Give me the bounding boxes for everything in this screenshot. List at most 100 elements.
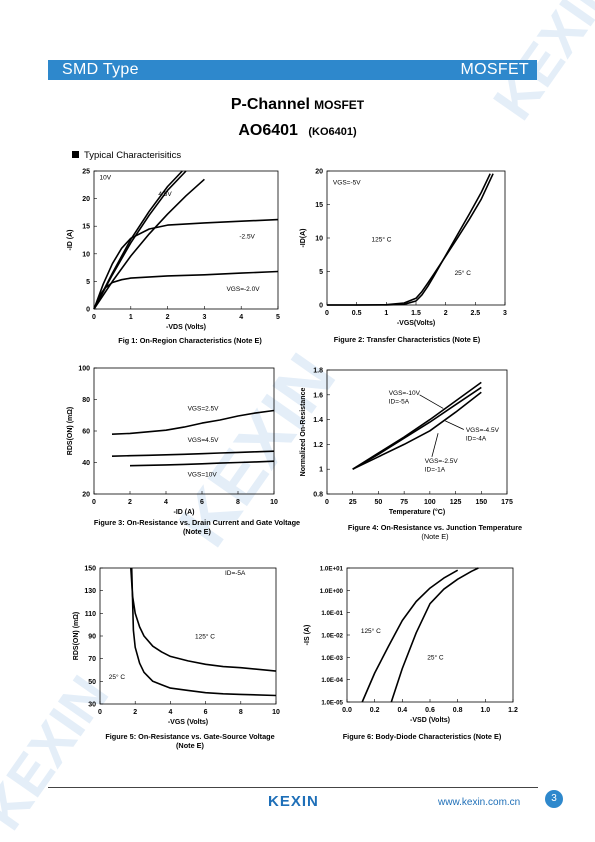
x-tick-label: 1.5: [411, 310, 421, 317]
series-line-1: [93, 170, 183, 310]
caption-fig4-note: (Note E): [421, 532, 449, 541]
caption-fig6: Figure 6: Body-Diode Characteristics (No…: [322, 732, 522, 741]
series-annotation: 25° C: [427, 654, 444, 662]
x-tick-label: 0.8: [453, 707, 463, 714]
y-axis-label: -ID (A): [67, 230, 74, 251]
series-annotation: VGS=-4.5V: [466, 427, 500, 434]
x-axis-label: -ID (A): [174, 509, 195, 516]
y-tick-label: 1.0E-02: [321, 633, 343, 640]
caption-fig4: Figure 4: On-Resistance vs. Junction Tem…: [330, 523, 540, 541]
series-line-3: [93, 218, 279, 310]
annotation-arrow: [445, 420, 464, 430]
x-tick-label: 4: [168, 709, 172, 716]
x-tick-label: 5: [276, 314, 280, 321]
series-line-1: [390, 567, 479, 703]
x-tick-label: 125: [450, 499, 462, 506]
series-annotation: 10V: [100, 174, 112, 181]
plot-frame: [326, 170, 506, 306]
x-tick-label: 10: [272, 709, 280, 716]
x-axis-label: -VDS (Volts): [166, 324, 206, 331]
series-line-0: [130, 567, 277, 672]
x-axis-label: -VSD (Volts): [410, 717, 450, 724]
x-tick-label: 2.5: [470, 310, 480, 317]
y-tick-label: 30: [88, 702, 96, 709]
x-tick-label: 0.0: [342, 707, 352, 714]
series-line-1: [111, 450, 275, 457]
x-axis-label: -VGS (Volts): [168, 719, 208, 726]
y-tick-label: 130: [84, 588, 96, 595]
chart-svg-fig6: 0.0 0.2 0.4 0.6 0.8 1.0 1.2 1.0E-05 1.0E-04 1.0E-…: [304, 566, 518, 725]
series-line-2: [129, 460, 275, 467]
section-title: Typical Characterisitics: [84, 150, 182, 161]
y-tick-label: 1.0E-01: [321, 610, 343, 617]
title-channel: P-Channel: [230, 96, 310, 113]
chart-fig3: 0 2 4 6 8 10 20 40 60 80 100 -ID (A) RDS(ON) (mΩ) VGS…: [60, 362, 300, 527]
series-annotation: ID=-5A: [225, 570, 246, 577]
y-tick-label: 20: [82, 196, 90, 203]
y-tick-label: 10: [82, 251, 90, 258]
series-annotation: 125° C: [195, 632, 215, 640]
series-annotation: VGS=-10V: [389, 390, 421, 397]
series-line-1: [130, 567, 277, 697]
part-number: AO6401: [238, 122, 298, 139]
chart-fig4: 0 25 50 75 100 125 150 175 0.8 1 1.2 1.4 1.6 1.8 Tempe…: [297, 362, 527, 527]
x-tick-label: 3: [503, 310, 507, 317]
series-line-0: [111, 409, 275, 435]
y-tick-label: 20: [82, 492, 90, 499]
y-axis-label: Normalized On-Resistance: [300, 388, 307, 477]
series-annotation: VGS=10V: [188, 472, 218, 479]
alt-part-number: (KO6401): [308, 126, 357, 138]
x-tick-label: 1.2: [508, 707, 518, 714]
series-annotation: 25° C: [455, 269, 472, 277]
chart-fig2: 0 0.5 1 1.5 2 2.5 3 0 5 10 15 20 -VGS(Volts) -ID(A) VG…: [297, 165, 527, 338]
y-tick-label: 1.4: [313, 417, 323, 424]
footer-url[interactable]: www.kexin.com.cn: [438, 797, 521, 808]
y-tick-label: 1.2: [313, 442, 323, 449]
series-line-0: [352, 381, 482, 470]
plot-frame: [93, 367, 275, 495]
y-tick-label: 15: [82, 224, 90, 231]
title-type: MOSFET: [314, 98, 365, 112]
y-tick-label: 0: [86, 307, 90, 314]
y-tick-label: 150: [84, 566, 96, 573]
series-line-1: [327, 173, 491, 306]
y-tick-label: 5: [319, 269, 323, 276]
x-tick-label: 8: [236, 499, 240, 506]
y-tick-label: 15: [315, 202, 323, 209]
x-tick-label: 2: [166, 314, 170, 321]
section-heading: Typical Characterisitics: [72, 150, 181, 161]
y-tick-label: 1.0E+00: [320, 588, 344, 595]
x-tick-label: 4: [239, 314, 243, 321]
y-tick-label: 10: [315, 236, 323, 243]
caption-fig1-text: Fig 1: On-Region Characteristics (Note E…: [118, 336, 262, 345]
x-tick-label: 1.0: [480, 707, 490, 714]
y-tick-label: 0: [319, 303, 323, 310]
y-tick-label: 1.0E-04: [321, 677, 343, 684]
header-left-label: SMD Type: [62, 61, 139, 78]
y-tick-label: 40: [82, 460, 90, 467]
series-line-2: [93, 178, 205, 310]
x-tick-label: 75: [400, 499, 408, 506]
x-tick-label: 6: [204, 709, 208, 716]
y-tick-label: 50: [88, 679, 96, 686]
y-tick-label: 1.6: [313, 392, 323, 399]
page-number: 3: [545, 790, 563, 808]
series-line-0: [327, 173, 494, 306]
series-annotation: VGS=-5V: [333, 179, 361, 186]
caption-fig5-note: (Note E): [176, 741, 204, 750]
series-annotation: VGS=-2.5V: [425, 458, 459, 465]
y-tick-label: 80: [82, 397, 90, 404]
y-tick-label: 20: [315, 169, 323, 176]
series-annotation: -2.5V: [239, 233, 255, 240]
x-tick-label: 25: [349, 499, 357, 506]
series-line-2: [352, 391, 482, 470]
series-annotation: ID=-5A: [389, 398, 410, 405]
header-band: SMD Type MOSFET: [48, 60, 537, 80]
caption-fig2-text: Figure 2: Transfer Characteristics (Note…: [333, 335, 481, 344]
x-tick-label: 0.5: [352, 310, 362, 317]
y-axis-label: RDS(ON) (mΩ): [67, 407, 74, 455]
series-annotation: ID=-1A: [425, 467, 446, 474]
y-tick-label: 0.8: [313, 492, 323, 499]
series-annotation: 125° C: [361, 627, 381, 635]
annotation-arrow: [419, 394, 444, 409]
